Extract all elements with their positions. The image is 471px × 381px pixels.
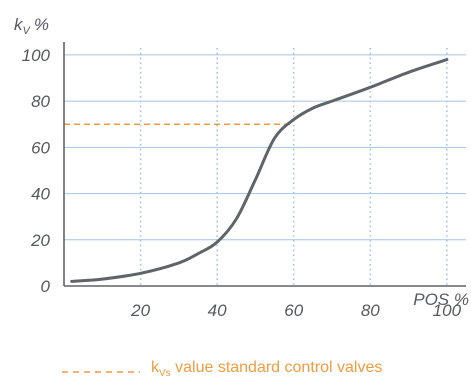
x-tick-label-40: 40 — [208, 301, 227, 320]
y-tick-label-40: 40 — [31, 185, 50, 204]
horizontal-gridlines — [64, 54, 466, 241]
vertical-gridlines — [139, 48, 448, 286]
x-tick-label-100: 100 — [433, 301, 462, 320]
series-group — [70, 58, 449, 283]
kv-curve-line-0 — [70, 58, 449, 283]
y-tick-labels: 0 20 40 60 80 100 — [22, 46, 51, 296]
y-tick-label-100: 100 — [22, 46, 51, 65]
legend-label: kVs value standard control valves — [151, 359, 382, 379]
legend: kVs value standard control valves — [62, 359, 382, 379]
y-axis-title: kV% — [14, 15, 49, 37]
x-tick-label-20: 20 — [130, 301, 150, 320]
axes — [63, 42, 466, 287]
y-tick-label-80: 80 — [31, 92, 50, 111]
y-tick-label-0: 0 — [41, 277, 51, 296]
x-axis-title: POS % — [413, 290, 469, 309]
x-tick-labels: 20 40 60 80 100 — [130, 301, 461, 320]
y-tick-label-20: 20 — [30, 231, 50, 250]
y-tick-label-60: 60 — [31, 138, 50, 157]
x-tick-label-80: 80 — [361, 301, 380, 320]
x-tick-label-60: 60 — [284, 301, 303, 320]
